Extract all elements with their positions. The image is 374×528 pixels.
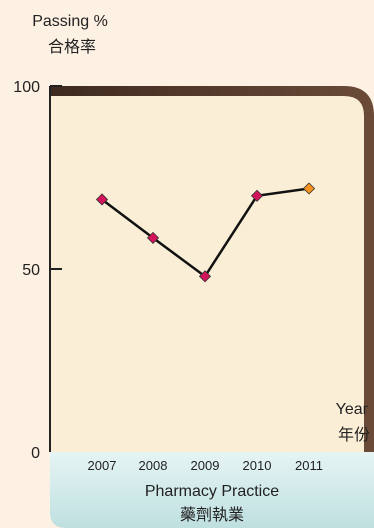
x-axis-title-zh: 年份	[338, 426, 370, 444]
x-tick-labels: 2007 2008 2009 2010 2011	[88, 458, 323, 473]
y-ticks: 0 50 100	[13, 79, 62, 462]
series-group	[95, 182, 316, 283]
category-band	[50, 452, 374, 528]
data-point	[302, 182, 316, 195]
x-tick-label: 2007	[88, 458, 117, 473]
category-label-en: Pharmacy Practice	[145, 483, 279, 500]
data-point	[95, 193, 109, 206]
data-point	[250, 189, 264, 202]
category-label-zh: 藥劑執業	[180, 506, 244, 524]
x-tick-label: 2011	[295, 458, 323, 473]
y-tick-label: 50	[22, 262, 40, 279]
y-tick-label: 100	[13, 79, 40, 96]
x-tick-label: 2010	[243, 458, 272, 473]
y-axis-title-zh: 合格率	[48, 38, 96, 56]
x-axis-title-en: Year	[336, 401, 369, 418]
data-point	[198, 270, 212, 283]
x-tick-label: 2009	[191, 458, 220, 473]
data-point	[146, 231, 160, 244]
y-axis-title-en: Passing %	[32, 13, 108, 30]
y-tick-label: 0	[31, 445, 40, 462]
x-tick-label: 2008	[139, 458, 168, 473]
